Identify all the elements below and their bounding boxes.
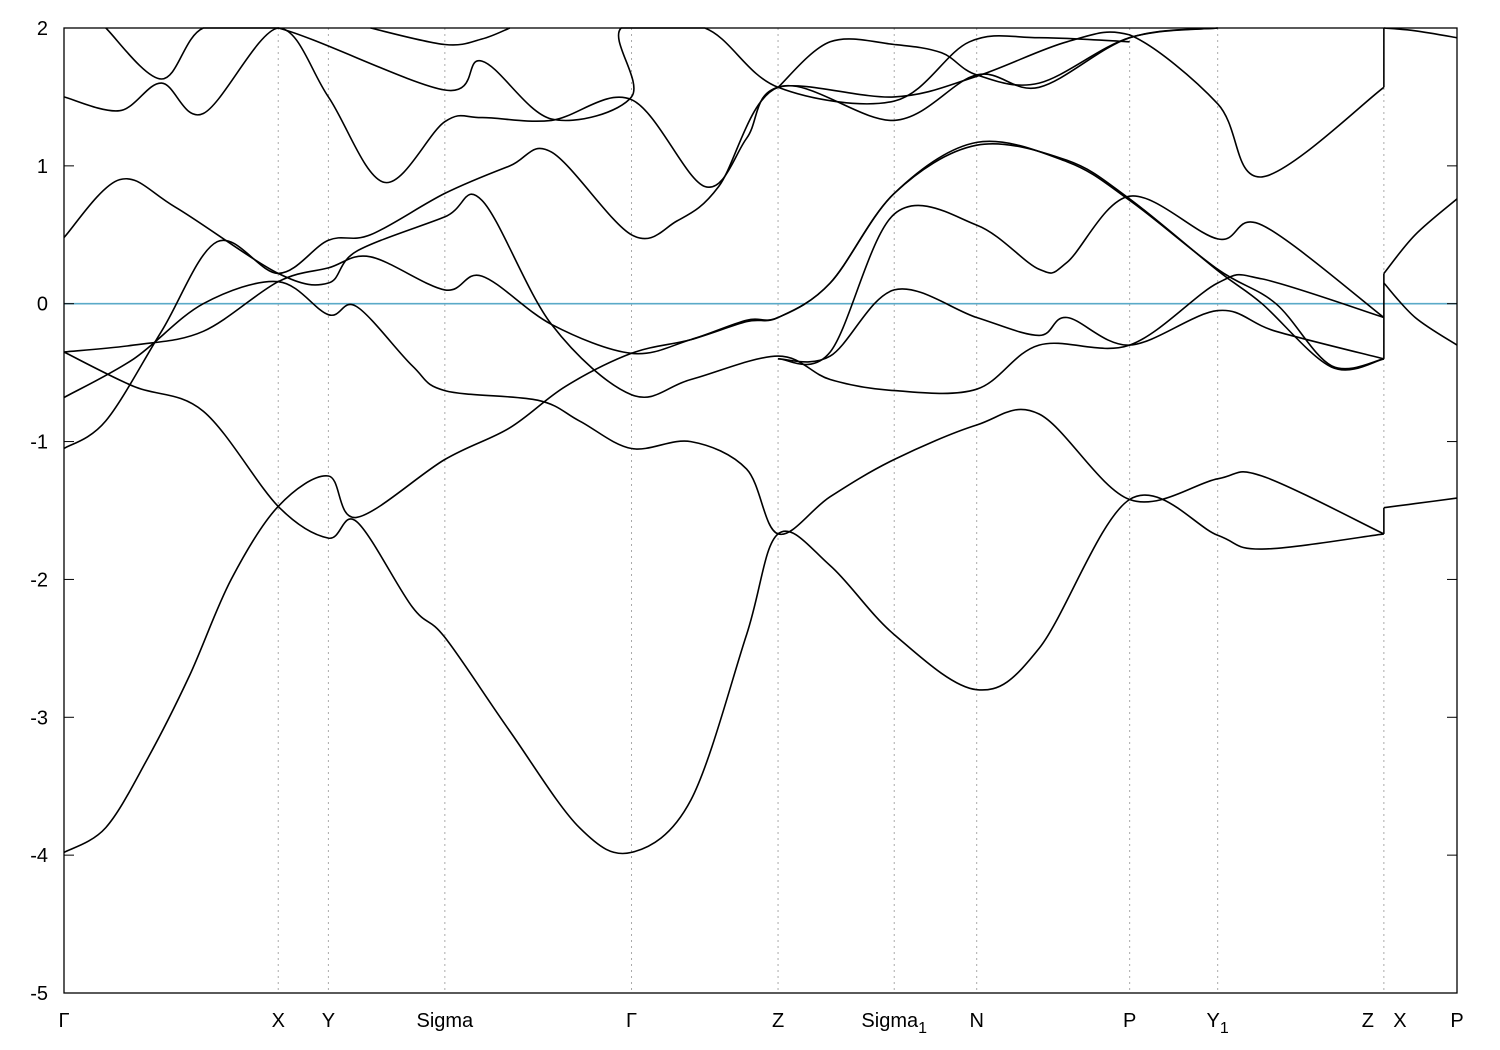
band-line-6 (63, 27, 1385, 188)
band-line-15 (1383, 27, 1458, 39)
x-tick-label: Y1 (1207, 1010, 1229, 1037)
x-tick-label: P (1450, 1010, 1463, 1032)
x-tick-label: P (1123, 1010, 1136, 1032)
x-tick-label: Z (772, 1010, 784, 1032)
x-axis: Γ X Y Sigma Γ Z Sigma1 N P Y1 Z X P (58, 1010, 1463, 1037)
band-line-5 (63, 177, 1385, 399)
y-tick-label: -5 (30, 983, 48, 1005)
x-tick-label: Sigma1 (861, 1010, 927, 1037)
band-line-14 (1383, 497, 1458, 509)
band-line-1 (63, 351, 1385, 855)
x-tick-label: Z (1362, 1010, 1374, 1032)
grid-layer (277, 28, 1385, 993)
band-line-10 (778, 288, 1385, 363)
x-tick-label: Sigma (416, 1010, 474, 1032)
x-tick-label: X (1393, 1010, 1406, 1032)
band-line-9 (777, 27, 1218, 88)
y-tick-label: -3 (30, 707, 48, 729)
y-tick-label: 0 (37, 294, 48, 316)
plot-frame (63, 27, 1458, 994)
band-line-3 (63, 27, 1218, 450)
x-tick-label: N (969, 1010, 983, 1032)
y-axis: 2 1 0 -1 -2 -3 -4 -5 (30, 18, 1457, 1005)
band-line-4 (63, 280, 1385, 536)
x-tick-label: X (272, 1010, 285, 1032)
y-tick-label: 1 (37, 156, 48, 178)
x-tick-label: Y (322, 1010, 335, 1032)
y-tick-label: -1 (30, 432, 48, 454)
y-tick-label: 2 (37, 18, 48, 40)
band-line-12 (1383, 198, 1458, 274)
band-layer (63, 27, 1458, 855)
y-tick-label: -2 (30, 569, 48, 591)
x-tick-label: Γ (626, 1010, 637, 1032)
band-line-11 (777, 195, 1385, 366)
band-line-13 (1383, 282, 1458, 346)
x-tick-label: Γ (58, 1010, 69, 1032)
y-tick-label: -4 (30, 845, 48, 867)
band-line-0 (63, 140, 1385, 854)
band-line-2 (63, 143, 1385, 371)
band-line-8 (370, 27, 511, 46)
